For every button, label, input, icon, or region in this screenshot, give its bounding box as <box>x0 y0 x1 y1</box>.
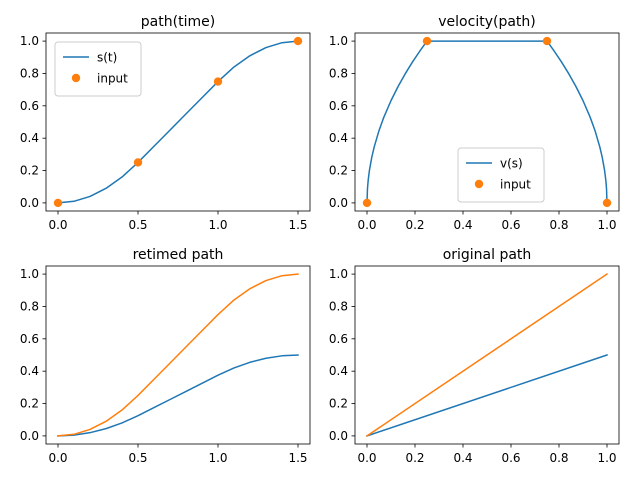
x-tick-label: 1.5 <box>288 218 307 232</box>
x-tick-label: 0.6 <box>501 218 520 232</box>
x-tick-label: 1.0 <box>597 218 616 232</box>
y-tick-label: 0.0 <box>20 429 39 443</box>
data-point-0.5-0.25 <box>133 158 143 167</box>
y-tick-label: 0.2 <box>20 397 39 411</box>
legend-marker-swatch <box>71 73 81 83</box>
axes-frame <box>45 32 311 212</box>
chart-panel-3: retimed path 0.0 0.5 1.0 1.5 0.0 0.2 0.4 0.6 0.8 1… <box>20 247 311 465</box>
legend-box <box>457 147 545 203</box>
y-tick-label: 0.6 <box>20 99 39 113</box>
y-tick-label: 1.0 <box>329 267 348 281</box>
x-tick-label: 1.5 <box>288 451 307 465</box>
x-tick-label: 0.5 <box>128 451 147 465</box>
x-tick-label: 0.0 <box>48 451 67 465</box>
series-line-1 <box>366 354 608 437</box>
data-point-0-0 <box>53 198 63 208</box>
chart-title: path(time) <box>141 14 215 30</box>
data-point-1-0.75 <box>213 77 223 86</box>
y-tick-label: 0.4 <box>329 131 348 145</box>
y-tick-label: 0.4 <box>329 364 348 378</box>
legend-label: input <box>97 72 128 86</box>
x-tick-label: 1.0 <box>208 218 227 232</box>
legend-label: input <box>500 178 531 192</box>
x-tick-label: 0.0 <box>48 218 67 232</box>
chart-panel-4: original path 0.0 0.2 0.4 0.6 0.8 1.0 0.0 0.2 0.4… <box>329 247 620 465</box>
legend-label: s(t) <box>97 51 117 65</box>
data-point-0-0 <box>362 198 372 208</box>
y-tick-label: 0.6 <box>20 332 39 346</box>
y-tick-label: 1.0 <box>329 34 348 48</box>
legend: v(s) input <box>457 147 545 203</box>
x-tick-label: 0.0 <box>357 451 376 465</box>
x-tick-label: 0.4 <box>453 218 472 232</box>
y-tick-label: 0.4 <box>20 131 39 145</box>
series-line-1 <box>366 40 608 204</box>
y-tick-label: 0.8 <box>329 299 348 313</box>
y-tick-label: 0.4 <box>20 364 39 378</box>
series-line-1 <box>57 354 299 437</box>
x-tick-label: 0.0 <box>357 218 376 232</box>
legend-box <box>54 41 142 97</box>
y-tick-label: 0.8 <box>20 66 39 80</box>
y-tick-label: 0.2 <box>20 164 39 178</box>
series-line-1 <box>57 40 299 204</box>
x-tick-label: 0.2 <box>405 218 424 232</box>
chart-panel-2: velocity(path) 0.0 0.2 0.4 0.6 0.8 1.0 0.0 0.2 0.… <box>329 14 620 232</box>
x-tick-label: 1.0 <box>208 451 227 465</box>
x-tick-label: 0.8 <box>549 218 568 232</box>
x-tick-label: 0.6 <box>501 451 520 465</box>
y-tick-label: 0.6 <box>329 99 348 113</box>
legend-marker-swatch <box>474 179 484 189</box>
y-tick-label: 0.2 <box>329 164 348 178</box>
y-tick-label: 1.0 <box>20 34 39 48</box>
x-tick-label: 1.0 <box>597 451 616 465</box>
y-tick-label: 0.8 <box>20 299 39 313</box>
y-tick-label: 1.0 <box>20 267 39 281</box>
data-point-0.25-1 <box>422 36 432 46</box>
y-tick-label: 0.0 <box>329 429 348 443</box>
axes-frame <box>354 265 620 445</box>
data-point-0.75-1 <box>542 36 552 46</box>
x-tick-label: 0.8 <box>549 451 568 465</box>
x-tick-label: 0.2 <box>405 451 424 465</box>
chart-panel-1: path(time) 0.0 0.5 1.0 1.5 0.0 0.2 0.4 0.6 0.8 1.0… <box>20 14 311 232</box>
series-line-2 <box>57 273 299 437</box>
x-tick-label: 0.5 <box>128 218 147 232</box>
y-tick-label: 0.0 <box>20 196 39 210</box>
data-point-1-0 <box>602 198 612 208</box>
chart-title: velocity(path) <box>438 14 535 30</box>
axes-frame <box>45 265 311 445</box>
series-line-2 <box>365 273 609 437</box>
chart-title: original path <box>443 247 532 263</box>
y-tick-label: 0.8 <box>329 66 348 80</box>
chart-title: retimed path <box>133 247 224 263</box>
y-tick-label: 0.6 <box>329 332 348 346</box>
x-tick-label: 0.4 <box>453 451 472 465</box>
legend-label: v(s) <box>500 157 523 171</box>
y-tick-label: 0.2 <box>329 397 348 411</box>
y-tick-label: 0.0 <box>329 196 348 210</box>
axes-frame <box>354 32 620 212</box>
data-point-1.5-1 <box>293 36 303 46</box>
legend: s(t) input <box>54 41 142 97</box>
